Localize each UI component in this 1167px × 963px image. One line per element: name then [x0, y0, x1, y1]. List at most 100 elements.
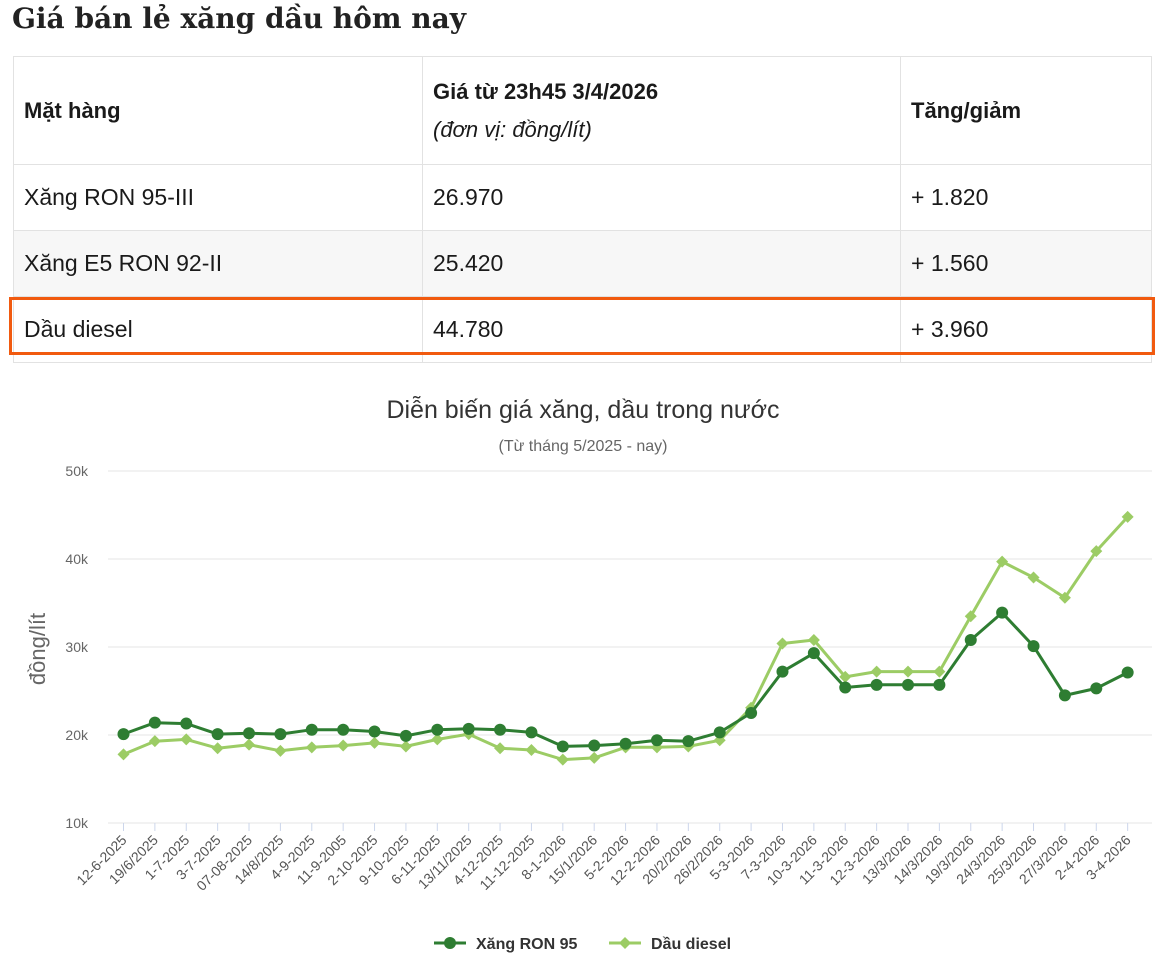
legend-ron95-label: Xăng RON 95 [476, 936, 577, 953]
diesel-point[interactable] [525, 743, 538, 756]
ron95-point[interactable] [1090, 682, 1103, 695]
diesel-point[interactable] [431, 733, 444, 746]
ron95-point[interactable] [337, 723, 350, 736]
diesel-point[interactable] [243, 738, 256, 751]
fuel-price-table: Mặt hàng Giá từ 23h45 3/4/2026 (đơn vị: … [13, 56, 1152, 363]
ron95-point[interactable] [682, 735, 695, 748]
ron95-point[interactable] [117, 728, 130, 741]
legend-ron95-marker [444, 937, 456, 949]
ron95-point[interactable] [745, 707, 758, 719]
ron95-point[interactable] [556, 740, 569, 753]
ron95-point[interactable] [148, 716, 161, 729]
series-lines [117, 510, 1134, 766]
ron95-point[interactable] [839, 681, 852, 694]
ron95-point[interactable] [713, 726, 726, 739]
diesel-point[interactable] [807, 633, 820, 646]
ron95-point[interactable] [902, 678, 914, 691]
ron95-point[interactable] [525, 726, 538, 739]
ron95-point[interactable] [996, 606, 1009, 619]
column-header-price: Giá từ 23h45 3/4/2026 (đơn vị: đồng/lít) [422, 56, 901, 165]
diesel-point[interactable] [902, 665, 914, 678]
price-cell: 26.970 [422, 164, 901, 231]
chart-legend[interactable]: Xăng RON 95 Dầu diesel [434, 936, 731, 953]
price-cell: 25.420 [422, 230, 901, 297]
table-row: Xăng E5 RON 92-II 25.420 + 1.560 [13, 230, 1152, 297]
item-cell: Xăng RON 95-III [13, 164, 423, 231]
y-tick-label: 30k [65, 639, 89, 655]
diesel-point[interactable] [368, 736, 381, 749]
ron95-line [122, 611, 1129, 748]
column-header-change: Tăng/giảm [900, 56, 1152, 165]
diesel-point[interactable] [1121, 510, 1134, 523]
y-tick-label: 20k [65, 727, 89, 743]
diesel-line [122, 515, 1129, 762]
legend-item-ron95[interactable]: Xăng RON 95 [434, 936, 577, 953]
change-cell: + 1.820 [900, 164, 1152, 231]
y-tick-label: 40k [65, 551, 89, 567]
y-tick-label: 10k [65, 815, 89, 831]
diesel-point[interactable] [1058, 591, 1071, 604]
ron95-point[interactable] [1058, 689, 1071, 702]
diesel-point[interactable] [870, 665, 883, 678]
x-axis-ticks: 12-6-202519/6/20251-7-20253-7-202507-08-… [73, 823, 1134, 894]
ron95-point[interactable] [588, 739, 601, 752]
ron95-point[interactable] [807, 647, 820, 660]
ron95-point[interactable] [870, 678, 883, 691]
price-trend-chart: Diễn biến giá xăng, dầu trong nước (Từ t… [25, 395, 1152, 953]
diesel-point[interactable] [117, 748, 130, 761]
diesel-point[interactable] [211, 742, 224, 755]
diesel-point[interactable] [964, 610, 977, 623]
ron95-point[interactable] [180, 717, 193, 730]
diesel-point[interactable] [1090, 545, 1103, 558]
diesel-point[interactable] [399, 740, 412, 753]
table-row: Xăng RON 95-III 26.970 + 1.820 [13, 164, 1152, 231]
diesel-point[interactable] [996, 555, 1009, 568]
legend-diesel-marker [619, 937, 631, 949]
diesel-point[interactable] [776, 637, 789, 650]
y-axis-label: đồng/lít [25, 613, 50, 685]
diesel-point[interactable] [274, 744, 287, 757]
price-unit-label: (đơn vị: đồng/lít) [433, 116, 592, 142]
ron95-point[interactable] [1027, 640, 1040, 653]
ron95-point[interactable] [964, 633, 977, 646]
ron95-point[interactable] [243, 727, 256, 740]
diesel-point[interactable] [556, 753, 569, 766]
diesel-point[interactable] [839, 670, 852, 683]
change-cell: + 1.560 [900, 230, 1152, 297]
column-header-item: Mặt hàng [13, 56, 423, 165]
ron95-point[interactable] [1121, 666, 1134, 679]
page-title: Giá bán lẻ xăng dầu hôm nay [12, 2, 466, 35]
chart-title: Diễn biến giá xăng, dầu trong nước [386, 395, 779, 424]
ron95-point[interactable] [399, 729, 412, 742]
ron95-point[interactable] [494, 723, 507, 736]
ron95-point[interactable] [776, 665, 789, 678]
item-cell: Dầu diesel [13, 296, 423, 363]
chart-subtitle: (Từ tháng 5/2025 - nay) [498, 438, 667, 455]
ron95-point[interactable] [368, 725, 381, 738]
diesel-point[interactable] [148, 735, 161, 748]
ron95-point[interactable] [650, 734, 663, 747]
y-tick-label: 50k [65, 463, 89, 479]
diesel-point[interactable] [305, 741, 318, 754]
change-cell: + 3.960 [900, 296, 1152, 363]
ron95-point[interactable] [933, 678, 946, 691]
price-header-label: Giá từ 23h45 3/4/2026 [433, 78, 659, 104]
ron95-point[interactable] [431, 723, 444, 736]
diesel-point[interactable] [180, 733, 193, 746]
ron95-point[interactable] [274, 728, 287, 741]
ron95-point[interactable] [619, 737, 632, 750]
legend-diesel-label: Dầu diesel [651, 936, 731, 953]
diesel-point[interactable] [1027, 571, 1040, 584]
diesel-point[interactable] [494, 742, 507, 755]
ron95-point[interactable] [462, 722, 475, 735]
diesel-point[interactable] [588, 751, 601, 764]
diesel-point[interactable] [933, 665, 946, 678]
price-cell: 44.780 [422, 296, 901, 363]
ron95-point[interactable] [305, 723, 318, 736]
table-row: Dầu diesel 44.780 + 3.960 [13, 296, 1152, 363]
item-cell: Xăng E5 RON 92-II [13, 230, 423, 297]
grid-lines [108, 470, 1152, 824]
ron95-point[interactable] [211, 728, 224, 741]
legend-item-diesel[interactable]: Dầu diesel [609, 936, 731, 953]
diesel-point[interactable] [337, 739, 350, 752]
